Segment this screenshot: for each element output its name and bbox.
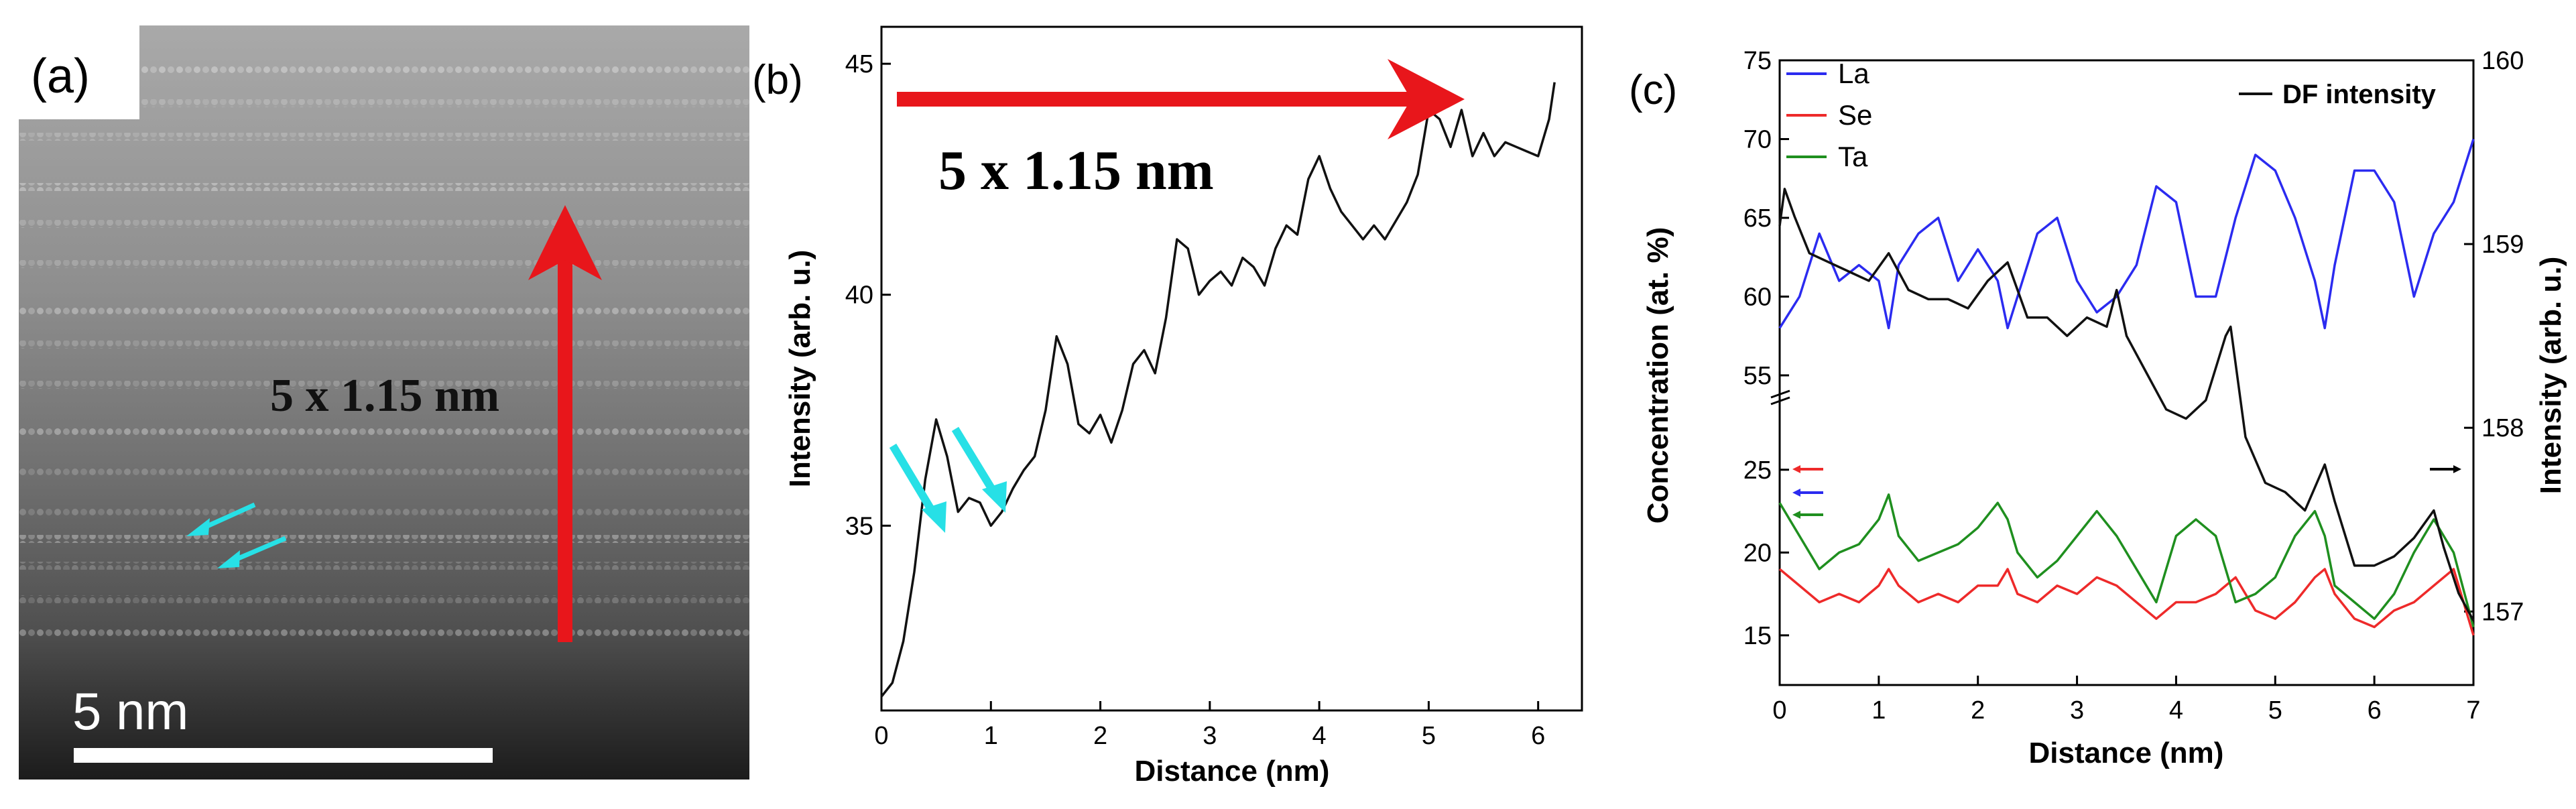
legend-label-se: Se [1838,99,1872,131]
y-tick-label-right: 160 [2481,47,2524,75]
atomic-row [19,428,749,436]
axis-indicator-arrows [1792,465,2461,519]
scale-bar-label: 5 nm [72,682,188,741]
red-arrow-head-b [1388,59,1465,139]
x-tick-label: 1 [984,722,998,750]
x-tick-label: 6 [2368,696,2382,725]
x-tick-label: 1 [1872,696,1886,725]
atomic-row [19,99,749,107]
series-la-line [1778,138,2475,330]
y-tick-label-left: 55 [1743,362,1772,390]
y-axis-label-b: Intensity (arb. u.) [784,250,816,487]
series-se-line [1778,568,2475,636]
x-tick-label: 5 [1422,722,1436,750]
panel-label-b: (b) [752,57,803,103]
y-tick-label-right: 158 [2481,414,2524,442]
red-arrow-head [528,205,602,280]
cyan-arrowhead-1 [186,518,210,536]
atomic-row [19,133,749,141]
atomic-row [19,66,749,74]
cyan-arrow-b2 [951,426,1000,499]
atomic-row [19,595,749,603]
y-tick-label-left: 25 [1743,456,1772,485]
stem-image: (a) 5 x 1.15 nm 5 nm [19,25,749,780]
x-axis-label-b: Distance (nm) [1135,755,1330,788]
y-tick-label: 40 [845,282,873,310]
x-tick-label: 5 [2268,696,2282,725]
cyan-arrowhead-b1 [922,501,946,533]
cyan-arrowhead-b2 [982,481,1007,513]
y-tick-label-left: 60 [1743,284,1772,312]
x-tick-label: 0 [1772,696,1786,725]
panel-label-a: (a) [31,50,90,103]
cyan-arrow-b1 [889,443,939,519]
y-tick-label-left: 65 [1743,204,1772,233]
plot-frame-c [1778,59,2475,686]
panel-label-c: (c) [1629,67,1677,113]
atomic-row [19,629,749,637]
panel-c-concentration-profile: (c) 0 1 2 3 4 5 6 7 15 20 25 55 60 65 70 75 157 158 159 160… [1622,0,2576,809]
atomic-row [19,183,749,191]
chart-c: (c) 0 1 2 3 4 5 6 7 15 20 25 55 60 65 70 75 157 158 159 160… [1629,47,2567,769]
legend: La Se Ta DF intensity [1786,58,2437,172]
y-axis-right-label-c: Intensity (arb. u.) [2534,257,2567,494]
ta-axis-arrowhead [1792,511,1800,519]
x-tick-label: 3 [1203,722,1217,750]
x-tick-label: 7 [2466,696,2480,725]
axis-ticks-c: 0 1 2 3 4 5 6 7 15 20 25 55 60 65 70 75 157 158 159 160 [1743,47,2524,725]
axis-break-mark [1770,396,1790,406]
x-tick-label: 6 [1531,722,1545,750]
panel-a-stem-image: (a) 5 x 1.15 nm 5 nm [19,25,749,780]
x-tick-label: 4 [2169,696,2183,725]
annotation-b: 5 x 1.15 nm [938,139,1214,202]
legend-label-la: La [1838,58,1869,89]
cyan-arrowhead-2 [217,550,240,568]
legend-label-ta: Ta [1838,141,1868,172]
x-tick-label: 2 [1971,696,1985,725]
annotation-a: 5 x 1.15 nm [270,370,499,422]
y-tick-label-left: 70 [1743,126,1772,154]
y-tick-label-right: 157 [2481,598,2524,626]
y-axis-label-c: Concentration (at. %) [1642,227,1674,523]
intensity-line [880,82,1556,698]
atomic-row [19,508,749,516]
atomic-row [19,468,749,476]
series-c [1778,138,2475,636]
series-ta-line [1778,493,2475,627]
scale-bar [74,748,493,763]
atomic-row [19,220,749,228]
label-box [19,25,139,119]
axis-break-mark [1770,389,1790,399]
y-tick-label-left: 75 [1743,47,1772,75]
y-tick-label-left: 20 [1743,539,1772,567]
x-tick-label: 2 [1093,722,1107,750]
plot-frame-b [880,25,1583,712]
atomic-row [19,260,749,268]
legend-label-df: DF intensity [2282,80,2437,109]
atomic-row [19,307,749,315]
cyan-arrow-2 [229,536,287,564]
y-tick-label-left: 15 [1743,622,1772,650]
x-tick-label: 4 [1312,722,1327,750]
y-tick-label: 45 [845,50,873,78]
atomic-row [19,535,749,543]
atomic-row [19,562,749,570]
y-tick-label: 35 [845,512,873,540]
panel-b-intensity-profile: (b) 0 1 2 3 4 5 6 35 40 45 Distance (nm) Intensit… [751,0,1622,809]
df-axis-arrowhead [2453,465,2461,473]
x-tick-label: 0 [874,722,888,750]
y-tick-label-right: 159 [2481,231,2524,259]
la-axis-arrowhead [1792,489,1800,497]
series-df-intensity-line [1778,188,2475,621]
series-b [880,82,1556,698]
atomic-row [19,340,749,349]
x-axis-label-c: Distance (nm) [2029,737,2224,769]
se-axis-arrowhead [1792,465,1800,473]
x-tick-label: 3 [2070,696,2084,725]
